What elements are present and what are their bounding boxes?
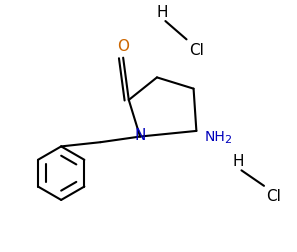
Text: 2: 2: [224, 135, 231, 145]
Text: O: O: [117, 39, 129, 54]
Text: H: H: [156, 5, 168, 20]
Text: Cl: Cl: [266, 189, 281, 204]
Text: N: N: [134, 129, 146, 143]
Text: Cl: Cl: [189, 43, 204, 58]
Text: H: H: [232, 154, 244, 169]
Text: NH: NH: [205, 130, 226, 144]
